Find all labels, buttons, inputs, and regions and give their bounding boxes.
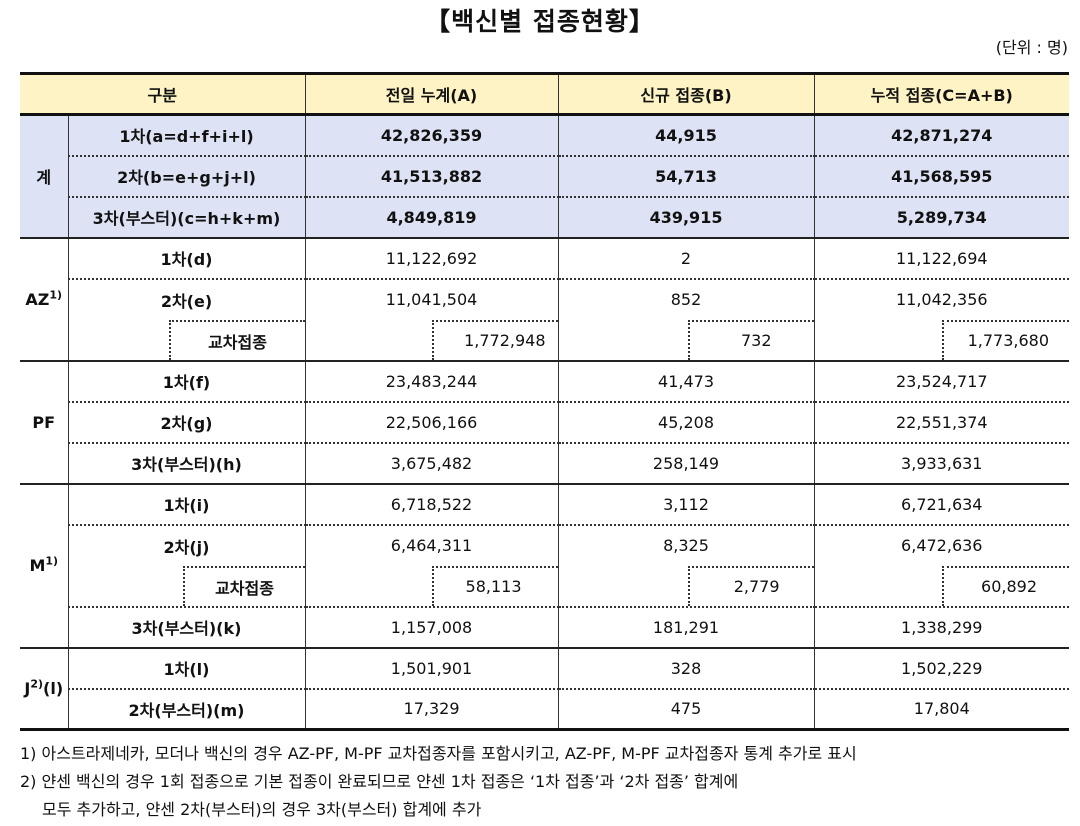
cell-previous: 11,041,504 [304, 277, 559, 320]
cell-cumulative: 6,721,634 [813, 483, 1070, 525]
table-row: M1) 1차(i) 6,718,522 3,112 6,721,634 [20, 483, 1070, 575]
row-sub-label: 교차접종 [67, 565, 306, 607]
cell-cumulative: 3,933,631 [813, 441, 1070, 484]
cell-previous: 6,718,522 [304, 483, 559, 525]
cell-new: 8,325 [557, 523, 815, 566]
cell-new: 258,149 [557, 441, 815, 484]
group-pf: PF 1차(f) 23,483,244 41,473 23,524,717 2차… [20, 360, 1070, 484]
cell-previous: 22,506,166 [304, 400, 559, 443]
cell-cumulative: 6,472,636 [813, 523, 1070, 566]
table-row: 3차(부스터)(c=h+k+m) 4,849,819 439,915 5,289… [20, 195, 1070, 238]
table-row: 2차(j) 6,464,311 8,325 6,472,636 [20, 523, 1070, 566]
cell-new: 2 [557, 237, 815, 279]
cell-new: 54,713 [557, 154, 815, 197]
cell-previous: 11,122,692 [304, 237, 559, 279]
cell-cumulative: 1,773,680 [813, 319, 1070, 361]
page-title: 【백신별 접종현황】 [425, 7, 655, 36]
cell-cumulative: 60,892 [813, 565, 1070, 607]
cell-previous: 58,113 [304, 565, 559, 607]
cell-previous: 1,772,948 [304, 319, 559, 361]
header-row: 구분 전일 누계(A) 신규 접종(B) 누적 접종(C=A+B) [20, 72, 1070, 116]
row-sub-label: 1차(f) [67, 360, 306, 402]
group-label-j: J2)(l) [24, 677, 64, 698]
table-row: 2차(e) 11,041,504 852 11,042,356 [20, 277, 1070, 320]
footnotes: 1) 아스트라제네카, 모더나 백신의 경우 AZ-PF, M-PF 교차접종자… [20, 740, 857, 824]
cell-new: 41,473 [557, 360, 815, 402]
cell-cumulative: 17,804 [813, 687, 1070, 730]
cell-cumulative: 41,568,595 [813, 154, 1070, 197]
group-j: J2)(l) 1차(l) 1,501,901 328 1,502,229 2차(… [20, 647, 1070, 730]
cell-new: 852 [557, 277, 815, 320]
table-row-cross: 교차접종 58,113 2,779 60,892 [20, 565, 1070, 607]
table-row: J2)(l) 1차(l) 1,501,901 328 1,502,229 [20, 647, 1070, 698]
cell-previous: 6,464,311 [304, 523, 559, 566]
cell-new: 3,112 [557, 483, 815, 525]
group-label-m: M1) [29, 554, 59, 575]
row-sub-label: 1차(i) [67, 483, 306, 525]
group-label-total: 계 [20, 114, 68, 238]
cell-previous: 1,501,901 [304, 647, 559, 689]
row-sub-label: 3차(부스터)(k) [67, 605, 306, 648]
cell-cumulative: 11,122,694 [813, 237, 1070, 279]
row-sub-label: 1차(a=d+f+i+l) [67, 114, 306, 156]
row-sub-label: 교차접종 [67, 319, 306, 361]
cell-cumulative: 23,524,717 [813, 360, 1070, 402]
footnote-2: 2) 얀센 백신의 경우 1회 접종으로 기본 접종이 완료되므로 얀센 1차 … [20, 772, 739, 791]
vaccination-table: 구분 전일 누계(A) 신규 접종(B) 누적 접종(C=A+B) 계 1차(a… [20, 72, 1070, 731]
row-sub-label: 1차(l) [67, 647, 306, 689]
table-row: 2차(g) 22,506,166 45,208 22,551,374 [20, 400, 1070, 443]
cell-new: 328 [557, 647, 815, 689]
row-sub-label: 2차(b=e+g+j+l) [67, 154, 306, 197]
cell-new: 475 [557, 687, 815, 730]
table-row: 2차(부스터)(m) 17,329 475 17,804 [20, 687, 1070, 730]
group-label-pf: PF [32, 412, 56, 432]
col-header-cumulative: 누적 접종(C=A+B) [813, 72, 1070, 116]
col-header-category: 구분 [20, 72, 306, 116]
cell-new: 44,915 [557, 114, 815, 156]
cell-previous: 23,483,244 [304, 360, 559, 402]
unit-label: (단위 : 명) [995, 38, 1068, 57]
table-row: 계 1차(a=d+f+i+l) 42,826,359 44,915 42,871… [20, 114, 1070, 238]
group-total: 계 1차(a=d+f+i+l) 42,826,359 44,915 42,871… [20, 114, 1070, 238]
row-sub-label: 2차(부스터)(m) [67, 687, 306, 730]
row-sub-label: 3차(부스터)(c=h+k+m) [67, 195, 306, 238]
table-row: AZ1) 1차(d) 11,122,692 2 11,122,694 [20, 237, 1070, 309]
group-az: AZ1) 1차(d) 11,122,692 2 11,122,694 2차(e)… [20, 237, 1070, 361]
cell-previous: 17,329 [304, 687, 559, 730]
cell-cumulative: 1,502,229 [813, 647, 1070, 689]
row-sub-label: 3차(부스터)(h) [67, 441, 306, 484]
group-m: M1) 1차(i) 6,718,522 3,112 6,721,634 2차(j… [20, 483, 1070, 648]
cell-cumulative: 1,338,299 [813, 605, 1070, 648]
row-sub-label: 2차(j) [67, 523, 306, 566]
table-row: 3차(부스터)(k) 1,157,008 181,291 1,338,299 [20, 605, 1070, 648]
cell-new: 439,915 [557, 195, 815, 238]
row-sub-label: 2차(e) [67, 277, 306, 320]
cell-new: 732 [557, 319, 815, 361]
group-label-az: AZ1) [25, 288, 63, 309]
cell-cumulative: 11,042,356 [813, 277, 1070, 320]
table-row-cross: 교차접종 1,772,948 732 1,773,680 [20, 319, 1070, 361]
cell-cumulative: 5,289,734 [813, 195, 1070, 238]
footnote-2-continued: 모두 추가하고, 얀센 2차(부스터)의 경우 3차(부스터) 합계에 추가 [42, 800, 482, 819]
cell-previous: 41,513,882 [304, 154, 559, 197]
cell-new: 2,779 [557, 565, 815, 607]
row-sub-label: 2차(g) [67, 400, 306, 443]
col-header-previous-total: 전일 누계(A) [304, 72, 559, 116]
cell-previous: 42,826,359 [304, 114, 559, 156]
table-row: 3차(부스터)(h) 3,675,482 258,149 3,933,631 [20, 441, 1070, 484]
footnote-1: 1) 아스트라제네카, 모더나 백신의 경우 AZ-PF, M-PF 교차접종자… [20, 744, 857, 763]
table-row: PF 1차(f) 23,483,244 41,473 23,524,717 [20, 360, 1070, 432]
cell-new: 45,208 [557, 400, 815, 443]
cell-cumulative: 22,551,374 [813, 400, 1070, 443]
row-sub-label: 1차(d) [67, 237, 306, 279]
table-row: 2차(b=e+g+j+l) 41,513,882 54,713 41,568,5… [20, 154, 1070, 197]
cell-cumulative: 42,871,274 [813, 114, 1070, 156]
col-header-new: 신규 접종(B) [557, 72, 815, 116]
cell-new: 181,291 [557, 605, 815, 648]
cell-previous: 3,675,482 [304, 441, 559, 484]
cell-previous: 4,849,819 [304, 195, 559, 238]
cell-previous: 1,157,008 [304, 605, 559, 648]
